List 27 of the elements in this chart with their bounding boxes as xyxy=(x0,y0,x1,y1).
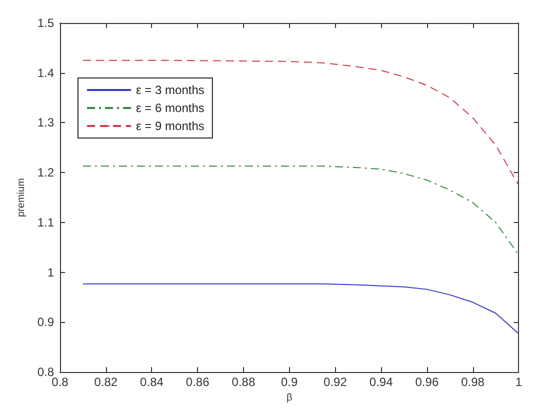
line-series xyxy=(82,283,520,334)
y-tick-label: 1 xyxy=(47,265,54,280)
y-tick-label: 1.5 xyxy=(37,16,54,30)
y-axis-title: premium xyxy=(16,178,27,218)
x-axis-title: β xyxy=(286,392,292,404)
y-tick-label: 1.4 xyxy=(37,66,54,80)
x-tick-label: 0.84 xyxy=(140,375,164,390)
x-tick-label: 0.8 xyxy=(52,375,69,390)
x-tick-label: 0.98 xyxy=(461,375,485,390)
line-series xyxy=(82,166,520,256)
x-tick-label: 0.96 xyxy=(415,375,439,390)
y-tick-label: 0.8 xyxy=(37,365,54,380)
y-tick-label: 1.2 xyxy=(37,166,54,180)
x-tick-label: 0.82 xyxy=(94,375,118,390)
x-tick-label: 1 xyxy=(515,375,522,390)
legend-label: ε = 3 months xyxy=(136,83,204,97)
x-tick-label: 0.86 xyxy=(186,375,210,390)
y-tick-label: 1.1 xyxy=(37,215,54,230)
x-tick-label: 0.9 xyxy=(280,375,298,390)
y-tick-label: 0.9 xyxy=(37,315,54,330)
line-series xyxy=(82,60,520,186)
legend-label: ε = 6 months xyxy=(136,101,204,115)
x-tick-label: 0.92 xyxy=(324,375,348,390)
legend-label: ε = 9 months xyxy=(136,119,204,133)
x-tick-label: 0.88 xyxy=(232,375,256,390)
x-tick-label: 0.94 xyxy=(369,375,394,390)
y-tick-label: 1.3 xyxy=(37,116,54,130)
